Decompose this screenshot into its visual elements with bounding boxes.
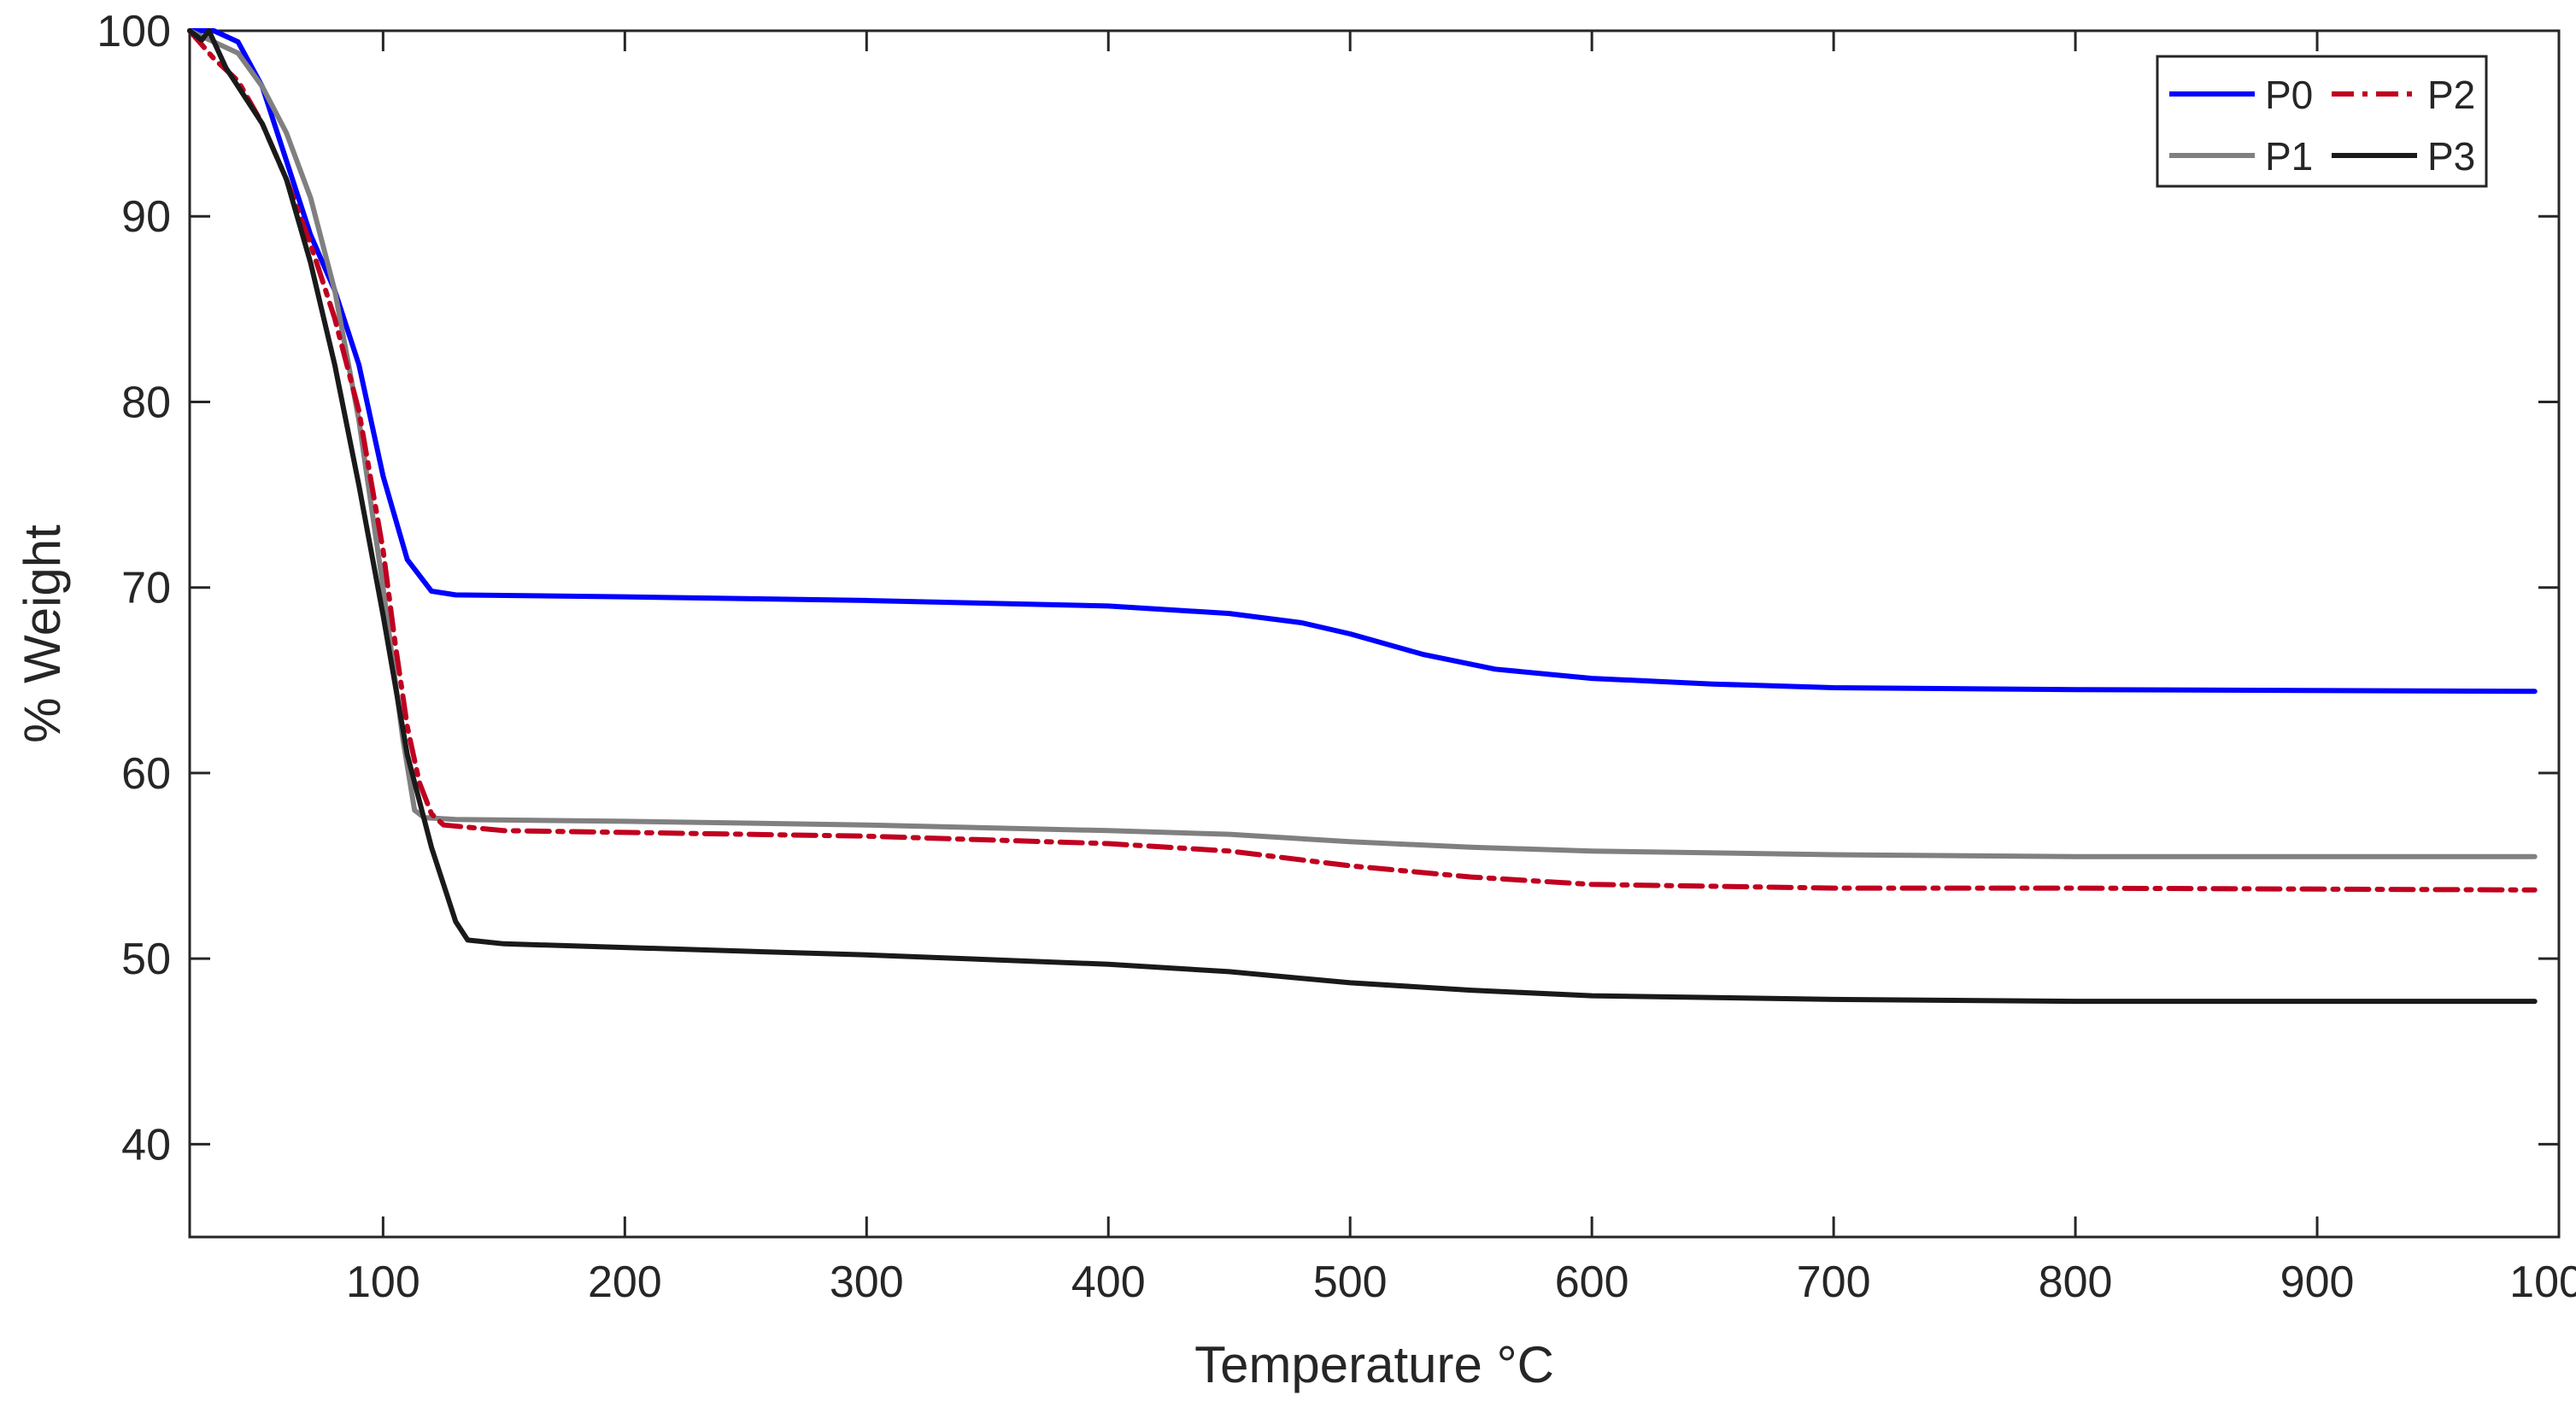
series-line-p0 (187, 28, 2538, 695)
series-line-p3 (187, 28, 2538, 1005)
series-layer (187, 28, 2538, 1005)
x-tick-label: 200 (588, 1258, 662, 1307)
x-tick-label: 100 (346, 1258, 420, 1307)
x-axis-label: Temperature °C (1194, 1336, 1554, 1393)
x-tick-label: 600 (1555, 1258, 1629, 1307)
y-tick-label: 40 (121, 1120, 171, 1170)
x-tick-label: 500 (1313, 1258, 1388, 1307)
legend-label-p3: P3 (2427, 134, 2475, 179)
y-tick-label: 90 (121, 192, 171, 242)
x-tick-label: 700 (1797, 1258, 1871, 1307)
y-tick-label: 70 (121, 564, 171, 613)
x-tick-label: 800 (2039, 1258, 2113, 1307)
legend-label-p1: P1 (2265, 134, 2313, 179)
y-tick-label: 60 (121, 749, 171, 799)
plot-area-frame (188, 29, 2561, 1239)
x-tick-label: 400 (1071, 1258, 1146, 1307)
y-axis-label: % Weight (14, 525, 71, 743)
y-tick-label: 50 (121, 935, 171, 984)
y-tick-label: 80 (121, 378, 171, 427)
legend: P0 P2 P1 P3 (2156, 55, 2488, 188)
y-tick-label: 100 (97, 7, 171, 56)
y-axis-ticks: 40 50 60 70 80 90 100 (97, 7, 2559, 1170)
series-line-p1 (187, 28, 2538, 859)
x-tick-label: 300 (830, 1258, 904, 1307)
legend-box (2156, 55, 2488, 188)
legend-label-p0: P0 (2265, 73, 2313, 117)
x-tick-label: 1000 (2509, 1258, 2576, 1307)
legend-label-p2: P2 (2427, 73, 2475, 117)
x-axis-ticks: 100 200 300 400 500 600 700 800 900 1000 (346, 31, 2576, 1307)
x-tick-label: 900 (2280, 1258, 2355, 1307)
